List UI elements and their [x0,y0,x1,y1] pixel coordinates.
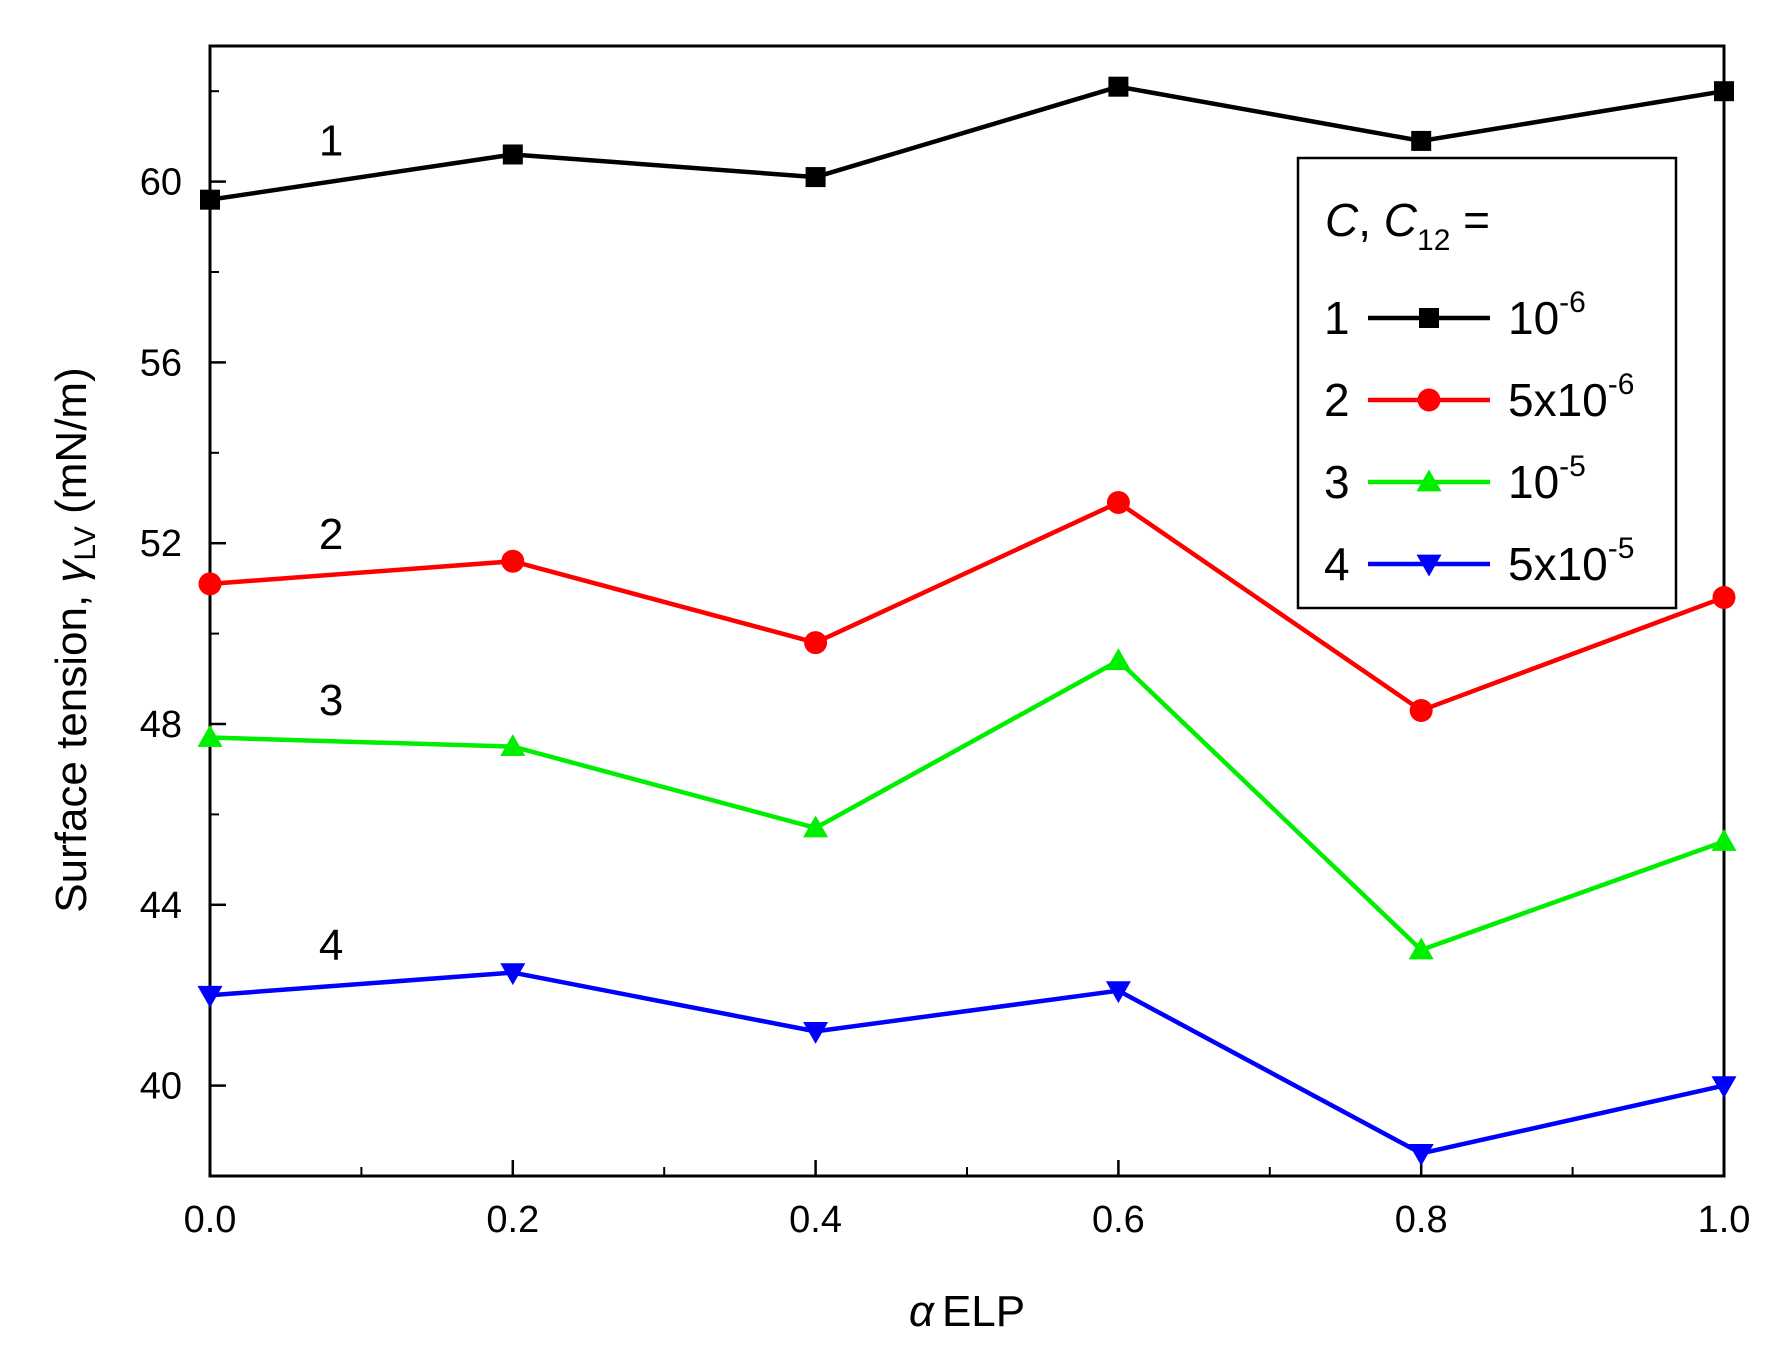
legend-entry-1: 1 10-6 [1324,286,1586,344]
legend-entry-exponent: -6 [1559,286,1586,319]
series-3-point [1711,829,1737,851]
series-1-point [1714,81,1734,102]
x-tick-label: 0.4 [789,1199,842,1241]
series-3-point [803,815,829,838]
series-4-point [197,985,223,1008]
series-2-point [1712,585,1736,609]
series-2-point [198,572,222,596]
y-tick-label: 48 [140,704,182,746]
legend-entry-number: 3 [1324,456,1350,508]
legend-title-c12: C [1384,194,1418,246]
series-4-point [1105,981,1131,1004]
series-labels: 1 2 3 4 [319,117,343,971]
legend-entry-exponent: -6 [1608,368,1635,401]
legend-entry-exponent: -5 [1608,532,1635,565]
legend-entry-label: 5x10-6 [1508,368,1634,426]
legend-entry-label: 10-5 [1508,450,1586,508]
series-1-point [502,144,523,165]
series-2-point [1106,491,1130,515]
series-1-point [805,167,826,188]
series-3-point [1105,648,1131,671]
series-1-point [200,189,220,210]
legend-entry-number: 2 [1324,374,1350,426]
series-2-line [209,500,1725,713]
legend-entry-exponent: -5 [1559,450,1586,483]
series-4-line [209,970,1725,1156]
legend-title-sep: , [1358,194,1384,246]
legend-entry-marker [1416,554,1442,577]
legend-entry-marker [1419,308,1439,328]
legend-entry-base: 5x10 [1508,374,1608,426]
y-axis-text: Surface tension, [47,583,96,913]
series-3 [197,648,1737,960]
legend-entry-base: 10 [1508,292,1559,344]
legend-entry-4: 4 5x10-5 [1324,532,1634,590]
series-1-point [1108,76,1129,97]
legend-entry-base: 5x10 [1508,538,1608,590]
y-tick-label: 44 [140,885,182,927]
x-tick-label: 0.6 [1092,1199,1145,1241]
legend-entry-marker [1417,388,1441,412]
series-2-point [804,631,828,655]
y-axis: 40 44 48 52 56 60 [140,90,226,1177]
x-axis: 0.0 0.2 0.4 0.6 0.8 1.0 [184,1160,1751,1241]
legend-entry-number: 1 [1324,292,1350,344]
series-label-2: 2 [319,510,343,559]
series-1 [200,76,1734,210]
legend-entry-base: 10 [1508,456,1559,508]
series-label-4: 4 [319,921,343,970]
legend-entries: 1 10-62 5x10-63 10-54 5x10-5 [1324,286,1634,590]
series-4-point [803,1021,829,1044]
x-axis-text: ELP [942,1287,1025,1336]
series-3-point [1408,937,1434,960]
x-tick-label: 0.8 [1395,1199,1448,1241]
x-axis-title: α ELP [909,1287,1025,1336]
x-axis-symbol: α [909,1287,936,1336]
x-tick-label: 1.0 [1698,1199,1751,1241]
x-tick-label: 0.0 [184,1199,237,1241]
y-tick-label: 60 [140,162,182,204]
x-tick-label: 0.2 [486,1199,539,1241]
series-4 [197,963,1737,1166]
series-1-point [1411,130,1432,151]
legend: C, C12 = 1 10-62 5x10-63 10-54 5x10-5 [1296,156,1678,610]
legend-entry-3: 3 10-5 [1324,450,1586,508]
series-3-point [197,725,223,747]
series-4-point [500,963,526,986]
series-layer [197,76,1737,1166]
series-2 [198,491,1736,722]
legend-entry-label: 5x10-5 [1508,532,1634,590]
series-1-line [209,84,1725,202]
y-axis-subscript: LV [69,526,102,560]
legend-title-c12-sub: 12 [1417,224,1450,257]
legend-box [1296,156,1678,610]
legend-entry-number: 4 [1324,538,1350,590]
series-2-point [501,549,525,573]
series-2-point [1409,698,1433,722]
series-4-point [1408,1144,1434,1166]
series-3-line [209,658,1725,953]
series-4-point [1711,1076,1737,1099]
legend-title: C, C12 = [1325,194,1490,257]
legend-title-eq: = [1450,194,1490,246]
y-axis-symbol: γ [47,558,96,583]
y-axis-title: Surface tension, γLV (mN/m) [47,367,102,913]
series-3-point [500,734,526,756]
y-tick-label: 52 [140,523,182,565]
y-axis-unit: (mN/m) [47,367,96,526]
legend-entry-2: 2 5x10-6 [1324,368,1634,426]
y-axis-title-group: Surface tension, γLV (mN/m) [47,367,102,913]
y-tick-label: 40 [140,1066,182,1108]
legend-title-c: C [1325,194,1359,246]
legend-entry-label: 10-6 [1508,286,1586,344]
legend-entry-marker [1416,469,1442,492]
series-label-3: 3 [319,676,343,725]
y-tick-label: 56 [140,342,182,384]
series-label-1: 1 [319,117,343,166]
